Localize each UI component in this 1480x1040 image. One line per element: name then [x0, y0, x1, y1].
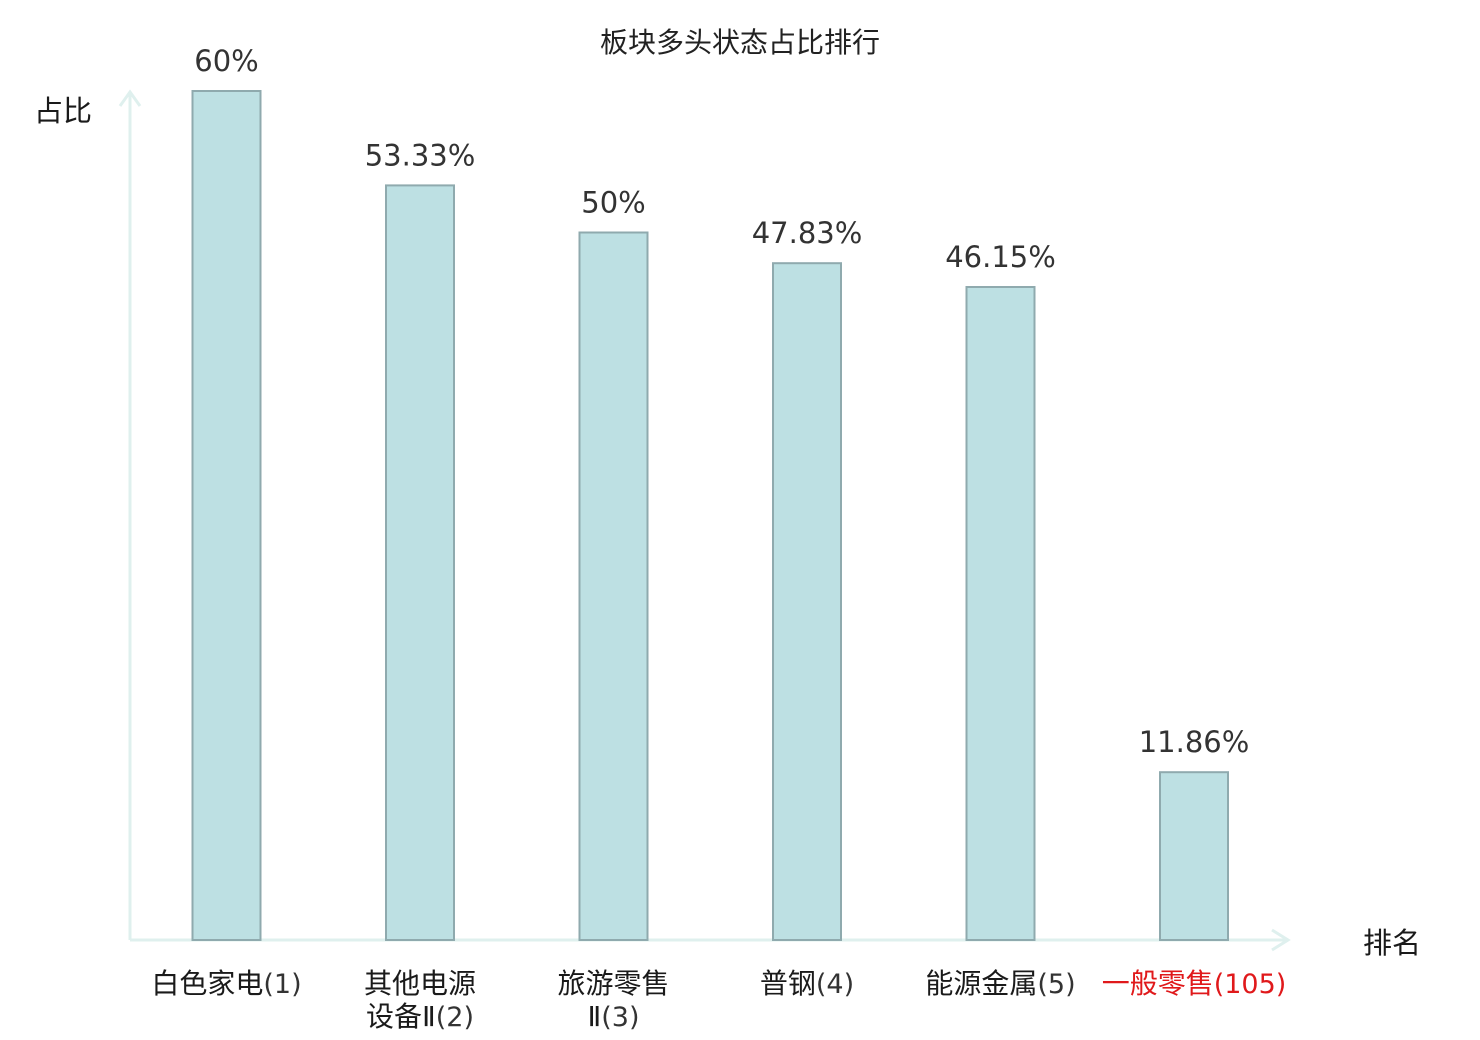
data-label: 11.86% [1139, 725, 1250, 759]
x-axis-arrow-icon [1271, 928, 1291, 952]
y-axis-arrow-icon [118, 89, 142, 107]
x-tick-label: 普钢(4) [760, 967, 854, 1000]
data-label: 47.83% [752, 216, 863, 250]
x-tick-label: 设备Ⅱ(2) [366, 1000, 474, 1033]
bar [965, 286, 1036, 941]
bars-group [191, 90, 1229, 942]
bar [772, 262, 842, 941]
bar [385, 184, 455, 941]
x-axis-label: 排名 [1363, 926, 1421, 960]
value-labels-group: 60% 53.33% 50% 47.83% 46.15% 11.86% [194, 44, 1249, 759]
x-tick-label: 旅游零售 [557, 967, 669, 1000]
data-label: 53.33% [365, 138, 476, 172]
x-tick-label: 一般零售(105) [1102, 967, 1287, 1000]
axes [118, 89, 1291, 952]
bar [578, 231, 649, 941]
data-label: 60% [194, 44, 258, 78]
bar [191, 90, 262, 941]
y-axis-label: 占比 [34, 94, 92, 128]
data-label: 50% [581, 186, 645, 220]
x-tick-label: 白色家电(1) [151, 967, 301, 1000]
x-tick-label: Ⅱ(3) [587, 1000, 639, 1033]
x-tick-label: 其他电源 [364, 967, 476, 1000]
chart-title: 板块多头状态占比排行 [600, 26, 880, 59]
x-tick-label: 能源金属(5) [925, 967, 1075, 1000]
bar [1159, 771, 1229, 942]
data-label: 46.15% [945, 240, 1056, 274]
